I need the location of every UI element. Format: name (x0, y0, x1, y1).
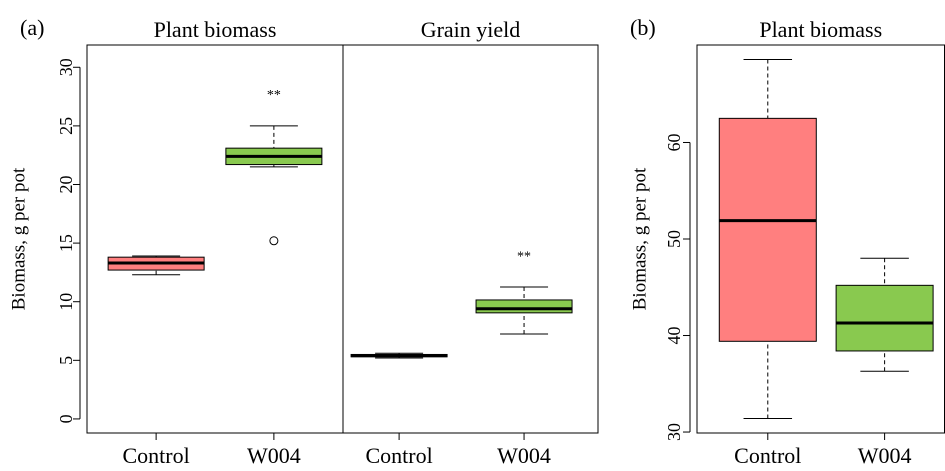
y-tick-label: 30 (664, 423, 684, 441)
x-tick-label: Control (123, 443, 190, 468)
x-tick-label: Control (365, 443, 432, 468)
subplot-title: Plant biomass (154, 17, 277, 42)
x-tick-label: W004 (497, 443, 551, 468)
x-tick-label: W004 (247, 443, 301, 468)
y-tick-label: 60 (664, 133, 684, 151)
y-tick-label: 30 (56, 58, 76, 76)
y-tick-label: 5 (56, 356, 76, 365)
y-tick-label: 10 (56, 293, 76, 311)
outlier (269, 236, 279, 246)
x-tick-label: W004 (858, 443, 912, 468)
panel-label: (b) (630, 15, 656, 40)
y-tick-label: 50 (664, 230, 684, 248)
significance: ** (517, 249, 531, 264)
x-tick-label: Control (734, 443, 801, 468)
y-tick-label: 25 (56, 117, 76, 135)
subplot-title: Plant biomass (759, 17, 882, 42)
y-tick-label: 0 (56, 414, 76, 423)
y-axis-label: Biomass, g per pot (8, 167, 29, 310)
panel-label: (a) (20, 15, 44, 40)
subplot-title: Grain yield (421, 17, 521, 42)
y-tick-label: 40 (664, 327, 684, 345)
significance: ** (267, 88, 281, 103)
box (475, 299, 573, 314)
y-axis-label: Biomass, g per pot (629, 167, 650, 310)
y-tick-label: 20 (56, 175, 76, 193)
y-tick-label: 15 (56, 234, 76, 252)
box (835, 284, 934, 352)
box (718, 117, 817, 342)
